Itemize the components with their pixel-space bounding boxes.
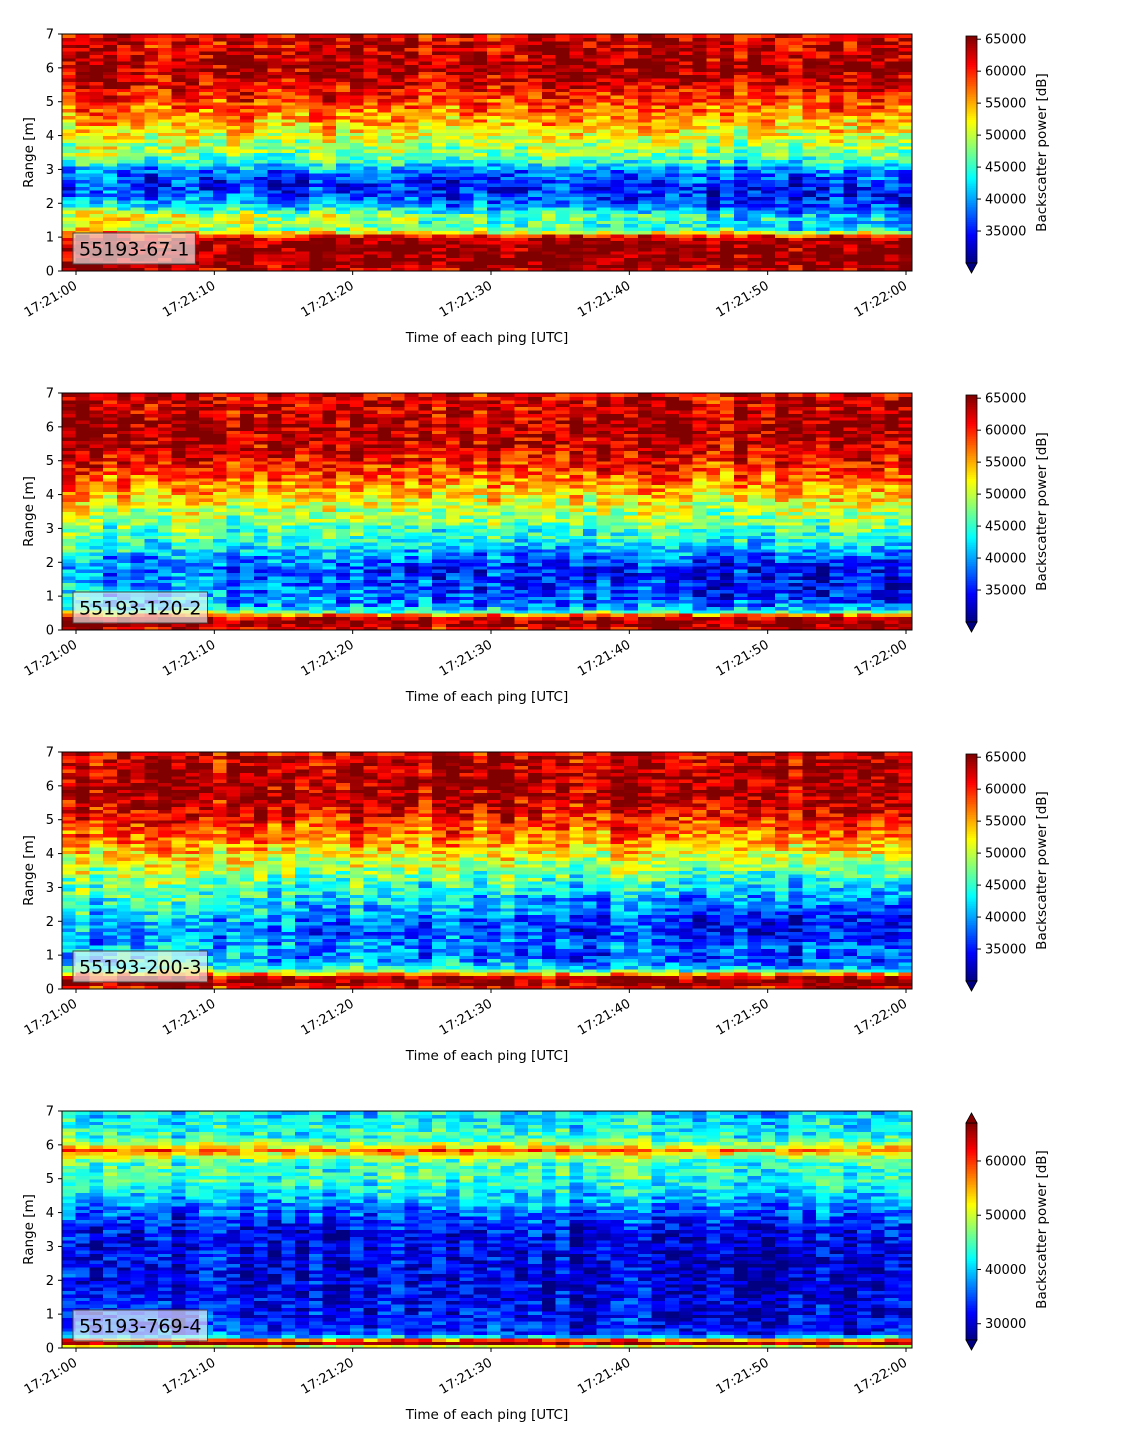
heatmap-cell	[103, 393, 117, 397]
heatmap-cell	[89, 393, 103, 397]
heatmap-cell	[185, 34, 199, 38]
x-tick-label: 17:21:10	[160, 278, 218, 320]
colorbar-tick-label: 60000	[985, 65, 1026, 80]
colorbar	[966, 36, 977, 264]
heatmap-cell	[268, 34, 282, 38]
heatmap-cell	[364, 34, 378, 38]
heatmap-cell	[638, 34, 652, 38]
heatmap-cell	[172, 34, 186, 38]
heatmap-cell	[281, 34, 295, 38]
heatmap-cell	[610, 34, 624, 38]
heatmap-cell	[473, 34, 487, 38]
heatmap-cell	[144, 34, 158, 38]
heatmap-cell	[336, 34, 350, 38]
heatmap-cell	[418, 34, 432, 38]
heatmap-cell	[213, 34, 227, 38]
heatmap-cell	[117, 393, 131, 397]
y-tick-label: 7	[46, 28, 54, 43]
heatmap-cell	[583, 34, 597, 38]
heatmap-cell	[885, 34, 899, 38]
colorbar-tick-label: 45000	[985, 161, 1026, 176]
y-axis-label: Range [m]	[21, 117, 37, 188]
heatmap-cell	[569, 34, 583, 38]
y-tick-label: 0	[46, 265, 54, 280]
heatmap-cell	[227, 34, 241, 38]
colorbar-tick-label: 55000	[985, 97, 1026, 112]
heatmap-cell	[747, 34, 761, 38]
heatmap-cell	[789, 34, 803, 38]
heatmap-cell	[528, 34, 542, 38]
colorbar-label: Backscatter power [dB]	[1034, 73, 1050, 232]
heatmap-cell	[350, 34, 364, 38]
heatmap-cell	[830, 34, 844, 38]
heatmap-cell	[556, 34, 570, 38]
heatmap-cell	[871, 34, 885, 38]
y-tick-label: 2	[46, 197, 54, 212]
colorbar-tick-label: 50000	[985, 129, 1026, 144]
heatmap-cell	[377, 34, 391, 38]
heatmap-cell	[487, 34, 501, 38]
y-tick-label: 3	[46, 163, 54, 178]
heatmap-cell	[405, 34, 419, 38]
heatmap-cell	[857, 34, 871, 38]
heatmap-cell	[240, 34, 254, 38]
panel-1: 0 1 2 3 4 5 6 7 17:21:00 17:21:10 17:21:20 17:21:30…	[21, 28, 1050, 347]
x-tick-label: 17:21:00	[22, 278, 80, 320]
heatmap-cell	[706, 34, 720, 38]
heatmap-cell	[117, 34, 131, 38]
heatmap-cell	[76, 393, 90, 397]
heatmap-cell	[158, 34, 172, 38]
heatmap-cell	[761, 34, 775, 38]
heatmap-cell	[693, 34, 707, 38]
heatmap-cell	[254, 34, 268, 38]
colorbar-extend-min	[966, 263, 977, 273]
heatmap-cell	[624, 34, 638, 38]
heatmap-cell	[322, 34, 336, 38]
heatmap-cell	[802, 34, 816, 38]
heatmap-cell	[679, 34, 693, 38]
colorbar-tick-label: 40000	[985, 193, 1026, 208]
heatmap-cell	[720, 34, 734, 38]
x-tick-label: 17:21:20	[299, 278, 357, 320]
y-tick-label: 5	[46, 95, 54, 110]
heatmap-cell	[131, 393, 145, 397]
heatmap-cell	[76, 34, 90, 38]
heatmap-cell	[103, 34, 117, 38]
heatmap-cell	[131, 34, 145, 38]
heatmap-cell	[199, 34, 213, 38]
heatmap-cell	[309, 34, 323, 38]
x-tick-label: 17:21:30	[437, 278, 495, 320]
heatmap-cell	[62, 393, 76, 397]
heatmap-cell	[775, 34, 789, 38]
y-tick-label: 1	[46, 231, 54, 246]
y-tick-label: 6	[46, 61, 54, 76]
heatmap-cell	[652, 34, 666, 38]
x-tick-label: 17:21:40	[575, 278, 633, 320]
colorbar-tick-label: 65000	[985, 33, 1026, 48]
x-axis-label: Time of each ping [UTC]	[405, 330, 569, 346]
heatmap-cell	[514, 34, 528, 38]
heatmap-cell	[665, 34, 679, 38]
x-tick-label: 17:21:50	[714, 278, 772, 320]
heatmap-cell	[446, 34, 460, 38]
heatmap-cell	[542, 34, 556, 38]
heatmap-cell	[597, 34, 611, 38]
panel-label: 55193-67-1	[79, 239, 189, 261]
heatmap-cell	[816, 34, 830, 38]
heatmap-cell	[898, 34, 912, 38]
y-tick-label: 4	[46, 129, 54, 144]
colorbar-tick-label: 35000	[985, 225, 1026, 240]
heatmap-cell	[295, 34, 309, 38]
heatmap-cell	[460, 34, 474, 38]
heatmap-cell	[89, 34, 103, 38]
x-tick-label: 17:22:00	[852, 278, 910, 320]
heatmap-cell	[843, 34, 857, 38]
heatmap-cell	[62, 34, 76, 38]
heatmap-cell	[501, 34, 515, 38]
heatmap-cell	[391, 34, 405, 38]
heatmap-cell	[432, 34, 446, 38]
heatmap-cell	[734, 34, 748, 38]
